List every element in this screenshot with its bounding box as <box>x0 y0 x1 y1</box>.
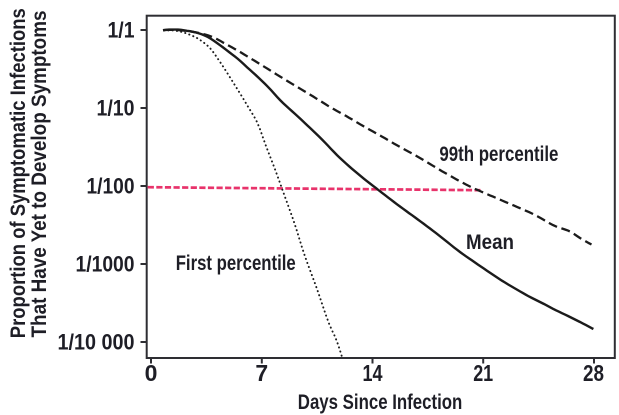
svg-text:99th percentile: 99th percentile <box>439 143 558 166</box>
svg-text:Mean: Mean <box>466 231 514 254</box>
svg-text:Days Since Infection: Days Since Infection <box>298 391 463 414</box>
svg-text:0: 0 <box>145 360 158 386</box>
svg-text:1/1000: 1/1000 <box>76 251 135 276</box>
svg-text:That Have Yet to Develop Sympt: That Have Yet to Develop Symptoms <box>27 10 51 337</box>
svg-text:1/1: 1/1 <box>108 17 135 42</box>
svg-text:7: 7 <box>255 360 268 386</box>
svg-text:1/10 000: 1/10 000 <box>58 329 135 354</box>
svg-text:Proportion of Symptomatic Infe: Proportion of Symptomatic Infections <box>6 8 30 338</box>
svg-text:1/100: 1/100 <box>87 173 135 198</box>
svg-text:14: 14 <box>363 360 383 386</box>
svg-text:1/10: 1/10 <box>97 95 135 120</box>
svg-text:First percentile: First percentile <box>176 252 296 275</box>
svg-text:28: 28 <box>583 360 604 386</box>
svg-text:21: 21 <box>473 360 493 386</box>
